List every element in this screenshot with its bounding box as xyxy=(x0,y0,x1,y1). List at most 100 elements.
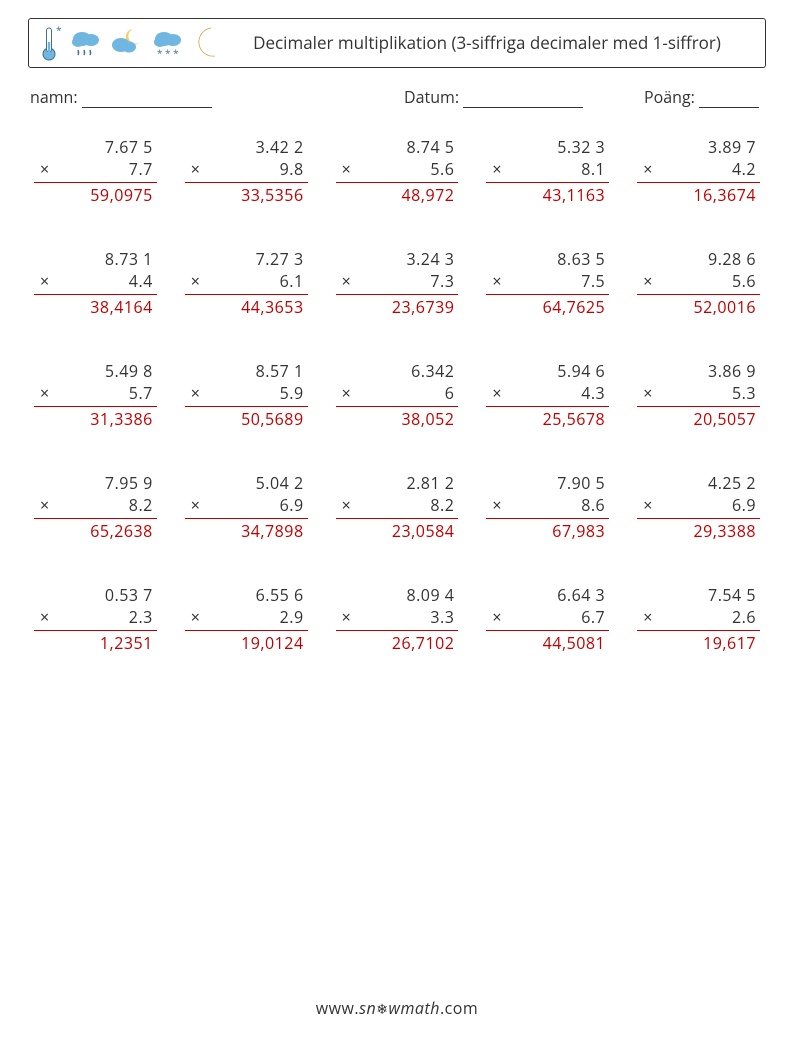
multiplicand: 0.53 7 xyxy=(34,584,157,606)
worksheet-title: Decimaler multiplikation (3-siffriga dec… xyxy=(221,31,753,55)
rule-line xyxy=(34,630,157,631)
multiplier-line: ×5.3 xyxy=(637,382,760,404)
multiplier: 6.9 xyxy=(200,494,304,516)
date-blank[interactable] xyxy=(463,89,583,108)
rule-line xyxy=(336,518,459,519)
multiplier: 3.3 xyxy=(351,606,455,628)
times-symbol: × xyxy=(637,606,652,628)
multiplier: 2.6 xyxy=(652,606,756,628)
multiplicand: 5.32 3 xyxy=(486,136,609,158)
multiplier-line: ×2.6 xyxy=(637,606,760,628)
problem: 5.32 3×8.143,1163 xyxy=(486,136,609,206)
answer: 29,3388 xyxy=(637,520,760,542)
multiplier: 6.1 xyxy=(200,270,304,292)
answer: 44,5081 xyxy=(486,632,609,654)
header-icons: * * * xyxy=(41,24,221,62)
multiplier-line: ×9.8 xyxy=(185,158,308,180)
answer: 19,617 xyxy=(637,632,760,654)
rule-line xyxy=(637,518,760,519)
times-symbol: × xyxy=(637,158,652,180)
rule-line xyxy=(185,182,308,183)
multiplier-line: ×6.9 xyxy=(637,494,760,516)
footer-www: www. xyxy=(316,997,359,1019)
multiplier-line: ×6.7 xyxy=(486,606,609,628)
multiplicand: 3.24 3 xyxy=(336,248,459,270)
rule-line xyxy=(486,294,609,295)
multiplier-line: ×5.7 xyxy=(34,382,157,404)
multiplier-line: ×6.1 xyxy=(185,270,308,292)
problem: 0.53 7×2.31,2351 xyxy=(34,584,157,654)
problem: 3.86 9×5.3 20,5057 xyxy=(637,360,760,430)
times-symbol: × xyxy=(34,270,49,292)
multiplier: 4.2 xyxy=(652,158,756,180)
multiplicand: 3.89 7 xyxy=(637,136,760,158)
multiplier: 7.3 xyxy=(351,270,455,292)
problem: 5.04 2×6.934,7898 xyxy=(185,472,308,542)
problem: 8.63 5×7.564,7625 xyxy=(486,248,609,318)
times-symbol: × xyxy=(486,494,501,516)
rule-line xyxy=(486,630,609,631)
multiplier-line: ×2.9 xyxy=(185,606,308,628)
times-symbol: × xyxy=(185,606,200,628)
rule-line xyxy=(34,182,157,183)
answer: 31,3386 xyxy=(34,408,157,430)
name-field: namn: xyxy=(30,86,384,108)
multiplier-line: ×8.6 xyxy=(486,494,609,516)
multiplier: 5.3 xyxy=(652,382,756,404)
times-symbol: × xyxy=(336,270,351,292)
multiplicand: 7.90 5 xyxy=(486,472,609,494)
multiplicand: 8.73 1 xyxy=(34,248,157,270)
rule-line xyxy=(637,294,760,295)
answer: 67,983 xyxy=(486,520,609,542)
footer-brand1: sn xyxy=(359,997,376,1019)
svg-text:*: * xyxy=(157,46,163,60)
multiplicand: 9.28 6 xyxy=(637,248,760,270)
multiplier: 5.9 xyxy=(200,382,304,404)
times-symbol: × xyxy=(486,158,501,180)
rule-line xyxy=(336,182,459,183)
problem: 3.24 3×7.323,6739 xyxy=(336,248,459,318)
multiplicand: 5.04 2 xyxy=(185,472,308,494)
times-symbol: × xyxy=(637,270,652,292)
svg-text:*: * xyxy=(56,24,62,37)
multiplier-line: ×4.2 xyxy=(637,158,760,180)
times-symbol: × xyxy=(185,382,200,404)
multiplier: 8.6 xyxy=(502,494,606,516)
footer: www.sn❄wmath.com xyxy=(0,997,794,1019)
rule-line xyxy=(336,294,459,295)
multiplier-line: ×4.3 xyxy=(486,382,609,404)
multiplicand: 3.86 9 xyxy=(637,360,760,382)
rule-line xyxy=(185,630,308,631)
multiplier: 7.7 xyxy=(49,158,153,180)
answer: 38,052 xyxy=(336,408,459,430)
multiplier-line: ×8.1 xyxy=(486,158,609,180)
rule-line xyxy=(185,518,308,519)
answer: 25,5678 xyxy=(486,408,609,430)
score-blank[interactable] xyxy=(699,89,759,108)
multiplicand: 5.49 8 xyxy=(34,360,157,382)
multiplier: 5.6 xyxy=(351,158,455,180)
multiplier-line: ×5.9 xyxy=(185,382,308,404)
multiplier: 6.7 xyxy=(502,606,606,628)
multiplier: 6 xyxy=(351,382,455,404)
multiplicand: 7.67 5 xyxy=(34,136,157,158)
moon-icon xyxy=(191,24,221,62)
answer: 20,5057 xyxy=(637,408,760,430)
answer: 26,7102 xyxy=(336,632,459,654)
multiplier: 2.9 xyxy=(200,606,304,628)
multiplicand: 8.57 1 xyxy=(185,360,308,382)
multiplier: 4.3 xyxy=(502,382,606,404)
problem: 6.64 3×6.744,5081 xyxy=(486,584,609,654)
answer: 16,3674 xyxy=(637,184,760,206)
multiplier: 5.7 xyxy=(49,382,153,404)
rule-line xyxy=(34,294,157,295)
rule-line xyxy=(486,518,609,519)
times-symbol: × xyxy=(34,382,49,404)
multiplier-line: ×6.9 xyxy=(185,494,308,516)
problem: 2.81 2×8.223,0584 xyxy=(336,472,459,542)
multiplicand: 8.09 4 xyxy=(336,584,459,606)
multiplicand: 8.74 5 xyxy=(336,136,459,158)
name-blank[interactable] xyxy=(82,89,212,108)
times-symbol: × xyxy=(185,158,200,180)
times-symbol: × xyxy=(336,158,351,180)
